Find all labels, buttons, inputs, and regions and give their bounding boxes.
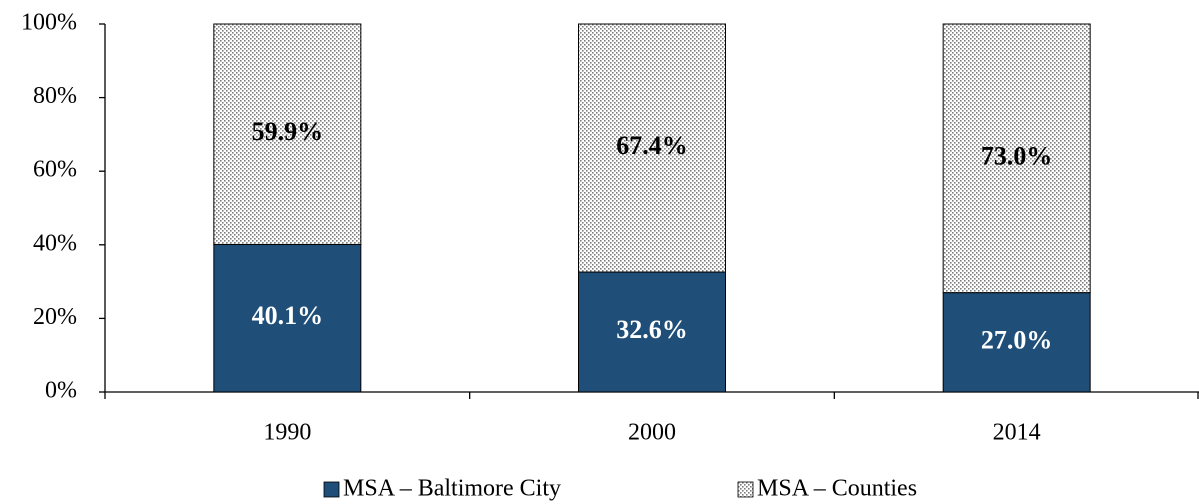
y-tick-label: 80% [33, 83, 77, 109]
data-label: 40.1% [252, 301, 324, 330]
x-tick-label: 2014 [993, 420, 1041, 446]
x-tick-label: 1990 [263, 420, 311, 446]
y-tick-label: 0% [45, 378, 77, 404]
data-label: 73.0% [981, 141, 1053, 170]
y-tick-label: 40% [33, 230, 77, 256]
y-tick-label: 60% [33, 157, 77, 183]
bar-segment [942, 23, 1091, 294]
legend-label: MSA – Baltimore City [343, 476, 561, 502]
bar-segment [213, 243, 362, 393]
x-tick-label: 2000 [628, 420, 676, 446]
y-tick-label: 100% [21, 10, 77, 36]
legend-swatch [737, 481, 754, 498]
data-label: 32.6% [616, 315, 688, 344]
data-label: 67.4% [616, 131, 688, 160]
bar-segment [942, 292, 1091, 393]
bar-segment [578, 23, 726, 273]
data-label: 59.9% [252, 117, 324, 146]
legend-swatch [323, 481, 340, 498]
y-tick-label: 20% [33, 304, 77, 330]
data-label: 27.0% [981, 325, 1053, 354]
bar-segment [213, 23, 362, 245]
legend-label: MSA – Counties [757, 476, 917, 502]
